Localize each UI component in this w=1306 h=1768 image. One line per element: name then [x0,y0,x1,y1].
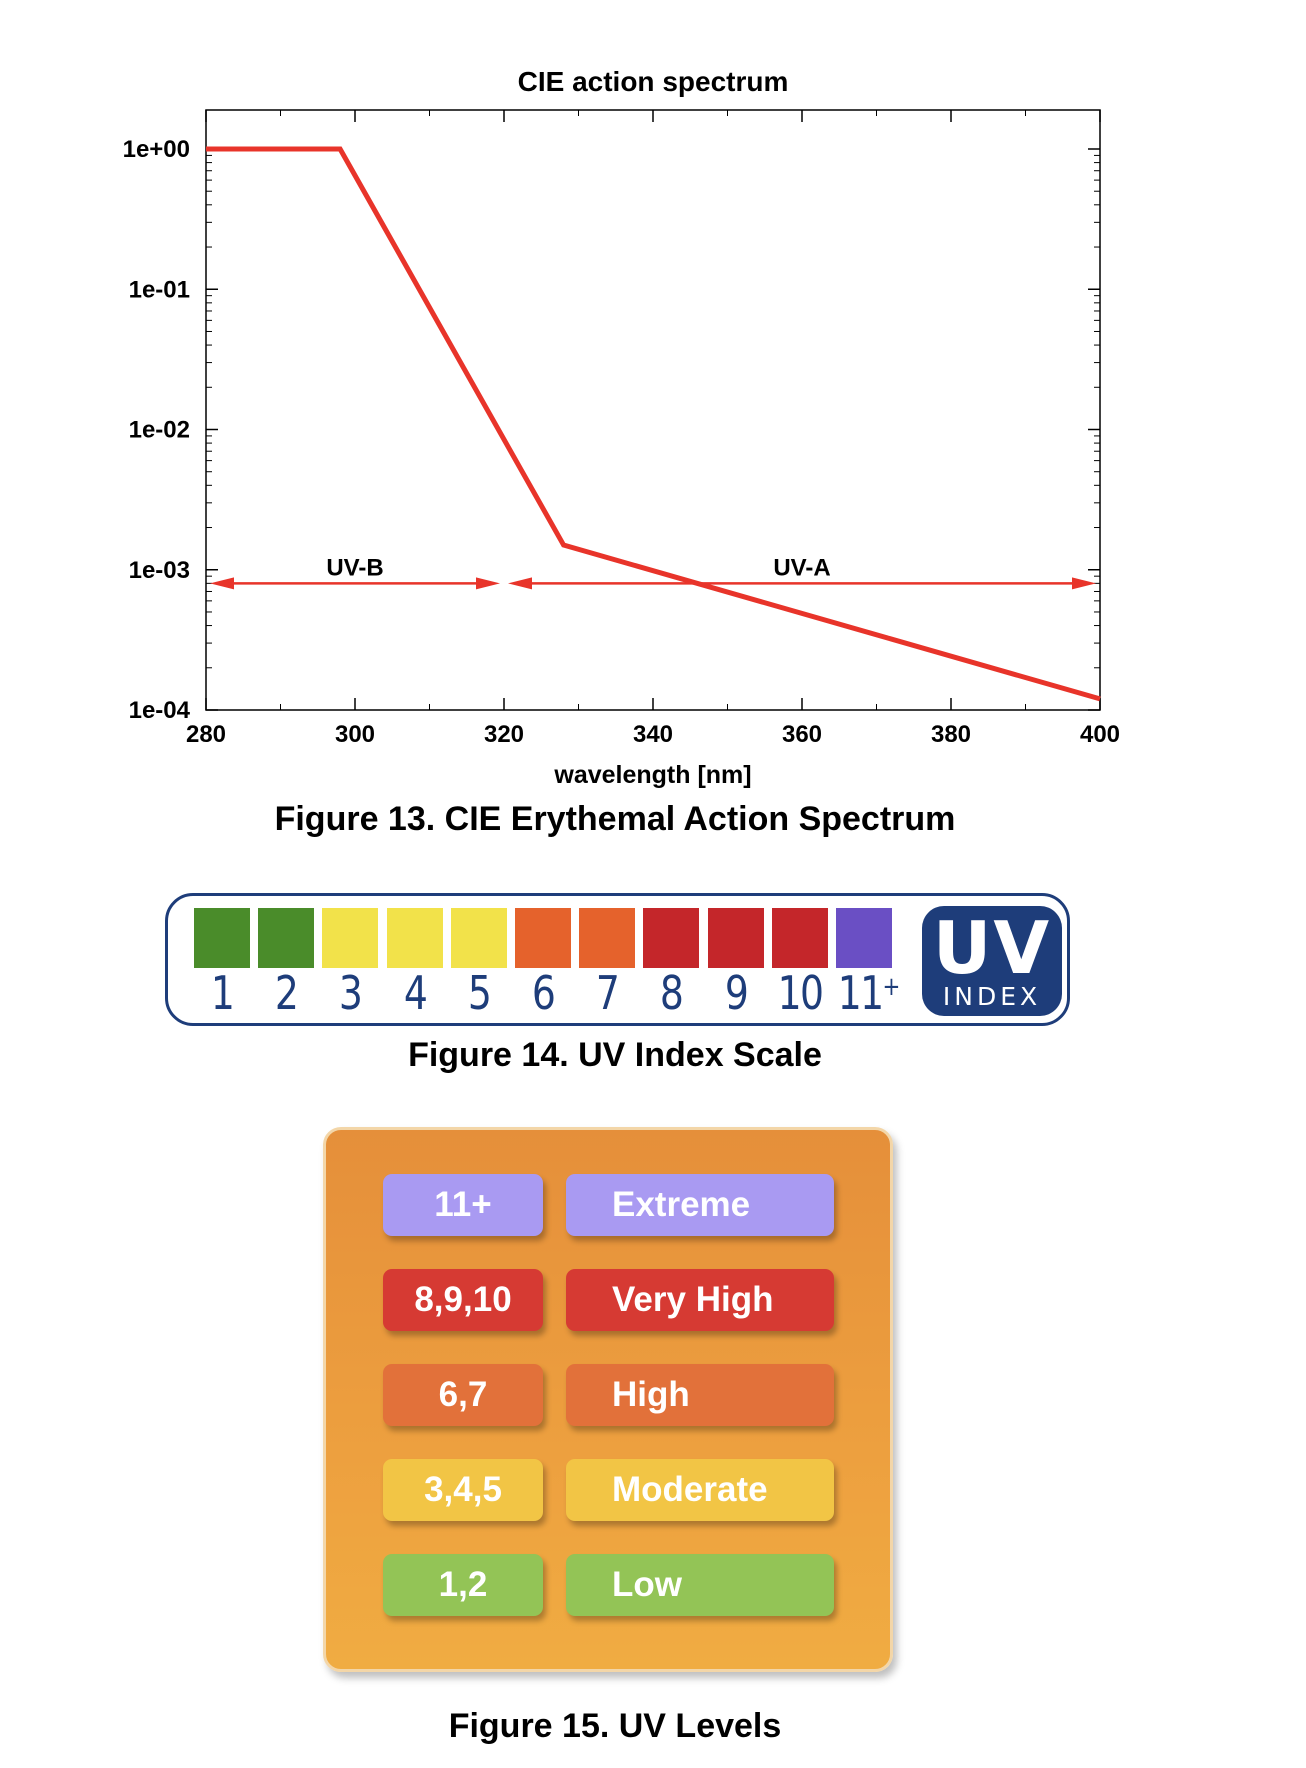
x-axis-label: wavelength [nm] [553,761,751,789]
uv-index-number: 4 [388,966,440,1020]
series-layer [206,146,1101,702]
uv-level-label: High [566,1364,834,1426]
uv-index-logo: UV INDEX [922,906,1062,1016]
uv-index-number-text: 9 [724,966,748,1020]
uv-logo-text: UV [932,906,1052,990]
uv-color-cell [579,908,636,968]
uv-level-label: Low [566,1554,834,1616]
uv-index-number: 11+ [837,966,901,1020]
uv-color-cell [836,908,892,968]
uv-index-number: 6 [517,966,569,1020]
series-line [206,146,1101,702]
annotation-arrowhead-left [508,577,532,590]
plot-frame [205,109,1101,711]
uv-index-number-text: 10 [777,966,823,1020]
uv-color-cell [707,908,764,968]
uv-level-range: 3,4,5 [383,1459,543,1521]
uv-index-scale: 1 2 3 4 5 6 7 8 9 10 11+ UV INDEX [165,893,1070,1026]
y-tick-label: 1e-03 [129,557,190,584]
chart-title: CIE action spectrum [518,66,789,97]
uv-level-label: Very High [566,1269,834,1331]
uv-index-number: 5 [453,966,505,1020]
x-tick-label: 340 [633,721,673,748]
x-tick-label: 280 [186,721,226,748]
uv-color-cell [515,908,571,968]
uv-level-range: 6,7 [383,1364,543,1426]
uv-color-cell [450,908,507,968]
x-tick-label: 300 [335,721,375,748]
uv-index-number: 10 [774,966,826,1020]
cie-action-spectrum-chart: CIE action spectrum 280 300 320 340 360 380 40… [123,66,1120,789]
y-tick-label: 1e-01 [129,276,190,303]
x-tick-label: 320 [484,721,524,748]
uv-index-plus: + [882,972,900,1002]
figure-15-caption: Figure 15. UV Levels [448,1707,782,1745]
y-tick-label: 1e+00 [123,136,190,163]
uv-levels-panel: 11+ Extreme 8,9,10 Very High 6,7 High 3,4,5 Mod… [323,1127,893,1672]
uv-index-number-text: 6 [531,966,556,1020]
uv-index-number: 3 [324,966,376,1020]
uv-logo-subtext: INDEX [942,982,1042,1011]
uv-level-range: 8,9,10 [383,1269,543,1331]
y-axis: 1e+00 1e-01 1e-02 1e-03 1e-04 [123,136,1100,724]
uv-color-cell [643,908,700,968]
uv-index-number-text: 8 [660,966,684,1020]
x-tick-label: 380 [931,721,971,748]
uv-color-cell [771,908,828,968]
uv-band-annotations: UV-B UV-A [210,554,1096,590]
uv-level-range: 11+ [383,1174,543,1236]
figure-13-caption: Figure 13. CIE Erythemal Action Spectrum [274,800,956,838]
uv-level-label: Extreme [566,1174,834,1236]
uv-index-number-text: 5 [467,966,492,1020]
x-axis: 280 300 320 340 360 380 400 [186,110,1120,748]
y-tick-label: 1e-02 [129,417,190,444]
y-tick-label: 1e-04 [129,697,191,724]
uv-index-number-text: 3 [339,966,363,1020]
uv-index-number-text: 11 [837,966,884,1020]
uv-index-number: 1 [196,966,248,1020]
uv-index-number: 2 [260,966,312,1020]
annotation-arrowhead-right [1072,577,1096,590]
uv-level-label: Moderate [566,1459,834,1521]
annotation-arrowhead-right [476,577,500,590]
uv-level-range: 1,2 [383,1554,543,1616]
figure-14-caption: Figure 14. UV Index Scale [408,1036,822,1074]
uv-index-number-text: 2 [275,966,299,1020]
annotation-arrowhead-left [210,577,234,590]
uv-index-number-text: 4 [403,966,427,1020]
uv-index-number: 8 [645,966,697,1020]
annotation-label: UV-A [773,554,830,581]
uv-color-cell [322,908,379,968]
annotation-label: UV-B [326,554,383,581]
uv-index-number: 9 [709,966,761,1020]
uv-index-number-text: 1 [210,966,235,1020]
uv-index-number: 7 [581,966,633,1020]
uv-color-cell [194,908,250,968]
x-tick-label: 360 [782,721,822,748]
uv-color-cell [258,908,315,968]
x-tick-label: 400 [1080,721,1120,748]
uv-color-cell [386,908,443,968]
uv-index-number-text: 7 [596,966,620,1020]
